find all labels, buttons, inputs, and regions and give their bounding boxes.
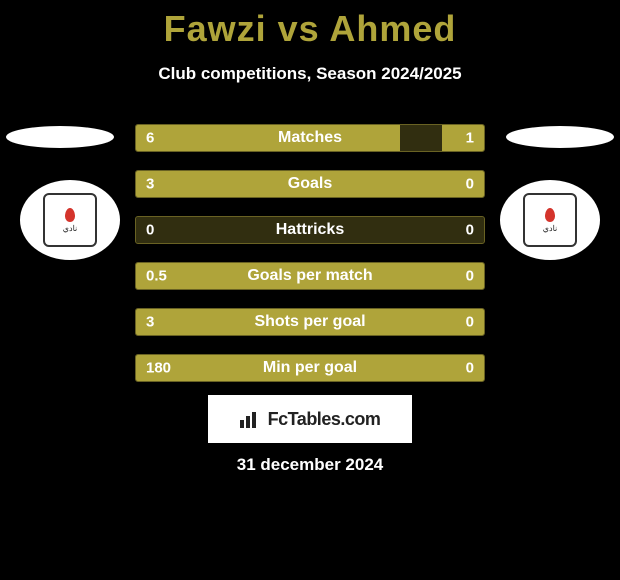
page-title: Fawzi vs Ahmed [0,0,620,50]
stat-row: 30Shots per goal [135,308,485,336]
stat-label: Matches [136,129,484,147]
brand-logo-text: FcTables.com [268,409,381,430]
stat-label: Goals per match [136,267,484,285]
date-label: 31 december 2024 [0,455,620,475]
subtitle: Club competitions, Season 2024/2025 [0,64,620,84]
player-right-photo [506,126,614,148]
stat-label: Goals [136,175,484,193]
stat-row: 1800Min per goal [135,354,485,382]
stat-label: Shots per goal [136,313,484,331]
player-left-photo [6,126,114,148]
stat-row: 0.50Goals per match [135,262,485,290]
club-flame-icon [65,208,75,222]
club-badge-right: نادي [500,180,600,260]
club-badge-left-label: نادي [63,224,78,233]
stat-row: 30Goals [135,170,485,198]
club-badge-right-inner: نادي [523,193,577,247]
bar-chart-icon [240,410,262,428]
brand-logo: FcTables.com [208,395,412,443]
stat-label: Hattricks [136,221,484,239]
club-flame-icon [545,208,555,222]
comparison-bars: 61Matches 30Goals 00Hattricks 0.50Goals per… [135,124,485,400]
club-badge-left: نادي [20,180,120,260]
stat-label: Min per goal [136,359,484,377]
club-badge-right-label: نادي [543,224,558,233]
club-badge-left-inner: نادي [43,193,97,247]
stat-row: 00Hattricks [135,216,485,244]
stat-row: 61Matches [135,124,485,152]
